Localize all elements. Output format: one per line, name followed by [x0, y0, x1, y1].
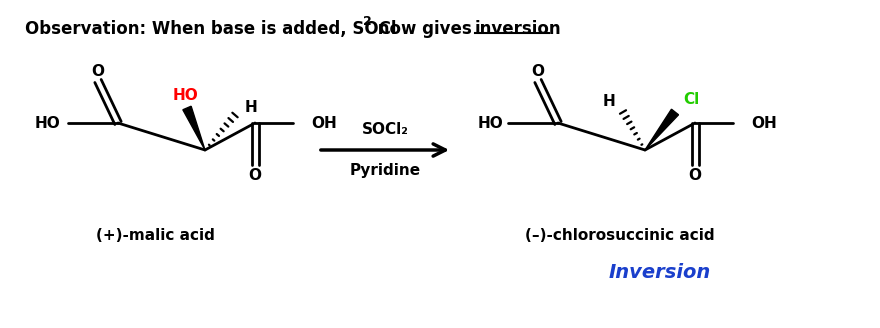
Text: (–)-chlorosuccinic acid: (–)-chlorosuccinic acid: [525, 229, 715, 243]
Text: 2: 2: [363, 15, 371, 28]
Text: OH: OH: [751, 115, 777, 131]
Text: Pyridine: Pyridine: [349, 162, 421, 177]
Text: HO: HO: [172, 89, 198, 104]
Polygon shape: [645, 109, 678, 150]
Text: HO: HO: [477, 115, 503, 131]
Text: SOCl₂: SOCl₂: [362, 122, 408, 137]
Text: O: O: [248, 168, 261, 182]
Text: (+)-malic acid: (+)-malic acid: [96, 229, 215, 243]
Text: O: O: [532, 64, 545, 78]
Text: now gives: now gives: [372, 20, 478, 38]
Polygon shape: [183, 106, 205, 150]
Text: H: H: [602, 94, 615, 110]
Text: HO: HO: [34, 115, 60, 131]
Text: O: O: [688, 168, 701, 182]
Text: Observation: When base is added, SOCl: Observation: When base is added, SOCl: [25, 20, 397, 38]
Text: inversion: inversion: [475, 20, 561, 38]
Text: OH: OH: [311, 115, 337, 131]
Text: Inversion: Inversion: [609, 263, 711, 282]
Text: H: H: [245, 99, 258, 114]
Text: Cl: Cl: [683, 92, 700, 108]
Text: O: O: [92, 64, 105, 78]
